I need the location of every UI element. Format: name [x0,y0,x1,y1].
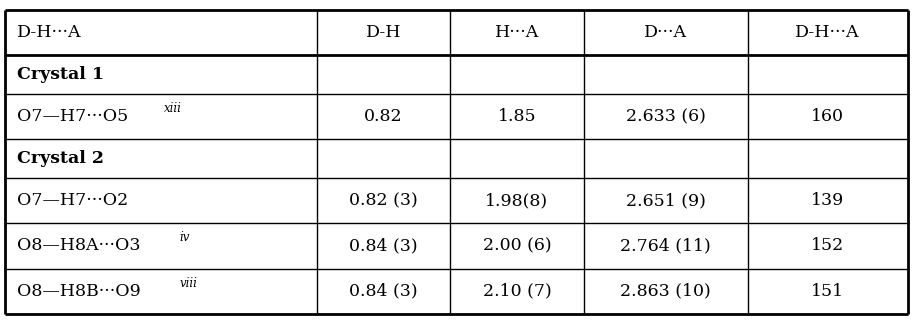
Text: 2.633 (6): 2.633 (6) [625,108,706,125]
Text: 0.84 (3): 0.84 (3) [349,283,418,300]
Text: 151: 151 [811,283,845,300]
Text: D-H···A: D-H···A [17,24,82,41]
Text: H···A: H···A [495,24,539,41]
Text: 152: 152 [811,237,845,254]
Text: 1.98(8): 1.98(8) [486,192,549,209]
Text: 0.82: 0.82 [364,108,403,125]
Text: 2.10 (7): 2.10 (7) [483,283,551,300]
Text: O7—H7···O5: O7—H7···O5 [17,108,129,125]
Text: 2.651 (9): 2.651 (9) [625,192,706,209]
Text: D-H···A: D-H···A [795,24,860,41]
Text: O8—H8A···O3: O8—H8A···O3 [17,237,141,254]
Text: 139: 139 [811,192,845,209]
Text: D···A: D···A [645,24,687,41]
Text: 160: 160 [811,108,845,125]
Text: xiii: xiii [163,102,182,115]
Text: 0.84 (3): 0.84 (3) [349,237,418,254]
Text: viii: viii [180,277,197,290]
Text: 2.00 (6): 2.00 (6) [483,237,551,254]
Text: Crystal 1: Crystal 1 [17,66,104,83]
Text: 1.85: 1.85 [498,108,536,125]
Text: 2.863 (10): 2.863 (10) [621,283,711,300]
Text: D-H: D-H [366,24,401,41]
Text: 0.82 (3): 0.82 (3) [349,192,418,209]
Text: O8—H8B···O9: O8—H8B···O9 [17,283,142,300]
Text: Crystal 2: Crystal 2 [17,150,104,167]
Text: 2.764 (11): 2.764 (11) [621,237,711,254]
Text: O7—H7···O2: O7—H7···O2 [17,192,129,209]
Text: iv: iv [180,231,190,245]
